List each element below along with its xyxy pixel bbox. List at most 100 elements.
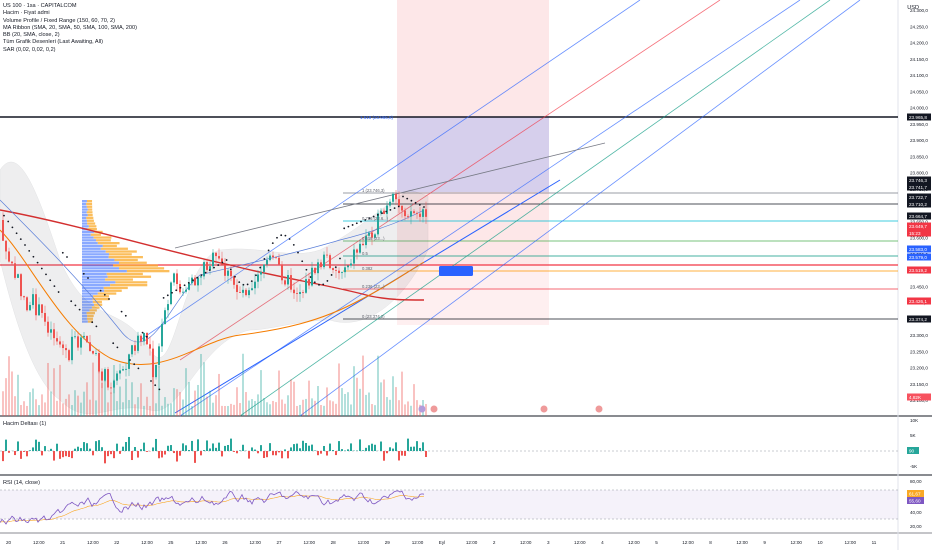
time-tick: 21 (60, 540, 66, 545)
time-tick: 10 (818, 540, 824, 545)
time-axis[interactable]: 20 12:00 21 12:00 22 12:00 25 12:00 26 12:00 27 12:… (6, 540, 877, 545)
fib-label: 0.786 (23.6...) (362, 216, 389, 221)
price-tick: 23.800,0 (910, 171, 928, 176)
time-tick: 12:00 (87, 540, 99, 545)
fib-label: 0.236 (23...) (362, 284, 385, 289)
rsi-tick: 80,00 (910, 479, 922, 484)
price-label-text: 23.722,7 (909, 195, 927, 200)
price-tick: 23.200,0 (910, 366, 928, 371)
time-tick: 12:00 (574, 540, 586, 545)
price-tick: 24.100,0 (910, 73, 928, 78)
time-tick: 12:00 (249, 540, 261, 545)
price-label-box (907, 229, 931, 237)
event-icon[interactable] (418, 405, 426, 413)
price-tick: 23.850,0 (910, 154, 928, 159)
legend-sar[interactable]: SAR (0,02, 0,02, 0,2) (3, 46, 56, 53)
time-tick: 12:00 (141, 540, 153, 545)
bollinger-band[interactable] (0, 161, 429, 414)
price-tick: 24.300,0 (910, 8, 928, 13)
price-label-box (907, 113, 931, 121)
price-label-text: 15:23 (909, 231, 921, 236)
flag-icon[interactable] (595, 405, 603, 413)
price-tick: 23.650,0 (910, 219, 928, 224)
candlesticks[interactable] (2, 190, 427, 394)
rsi-ma-box (907, 497, 924, 504)
ma-blue-line[interactable] (0, 199, 425, 343)
price-label-box (907, 183, 931, 191)
price-tick: 23.450,0 (910, 284, 928, 289)
fib-label: 0 (23.374,2) (362, 314, 385, 319)
time-tick: 26 (222, 540, 228, 545)
price-label-box (907, 200, 931, 208)
price-tick: 23.250,0 (910, 349, 928, 354)
price-label-box (907, 212, 931, 220)
rsi-value-box (907, 490, 924, 497)
time-tick: 12:00 (790, 540, 802, 545)
time-tick: 12:00 (195, 540, 207, 545)
currency-label[interactable]: USD (907, 5, 919, 11)
rsi-tick: 40,00 (910, 510, 922, 515)
ma-orange-line[interactable] (0, 229, 425, 366)
delta-tick: 10K (910, 418, 919, 423)
time-tick: 12:00 (682, 540, 694, 545)
volume-profile[interactable] (82, 200, 170, 323)
time-tick: 5 (655, 540, 658, 545)
volume-delta-bars[interactable] (2, 436, 427, 464)
fib-labels: 1 (23.746,3) 0.786 (23.6...) 0.618 (23...)… (362, 188, 389, 319)
price-tick: 23.300,0 (910, 333, 928, 338)
parabolic-sar (3, 195, 425, 391)
time-tick: 27 (277, 540, 283, 545)
fib-retracement[interactable]: 1.618 (23.965,8) (0, 115, 898, 320)
price-label-text: 23.746,3 (909, 178, 927, 183)
price-label-text: 23.426,1 (909, 299, 927, 304)
time-tick: 3 (547, 540, 550, 545)
stop-zone[interactable] (397, 265, 549, 325)
fib-top-label: 1.618 (23.965,8) (360, 115, 394, 120)
time-tick: 12:00 (628, 540, 640, 545)
legend-patterns[interactable]: Tüm Grafik Desenleri (Last Awaiting, All… (3, 39, 103, 46)
legend-volume[interactable]: Hacim · Fiyat admi (3, 10, 50, 17)
volume-delta-title[interactable]: Hacim Deltası (1) (3, 421, 47, 427)
price-label-box (907, 193, 931, 201)
legend-volume-profile[interactable]: Volume Profile / Fixed Range (150, 60, 7… (3, 17, 115, 24)
flag-icon[interactable] (540, 405, 548, 413)
price-label-box (907, 245, 931, 253)
rsi-line[interactable] (0, 490, 425, 525)
pattern-marker[interactable] (439, 266, 473, 276)
chart-legend[interactable]: US 100 · 1sa · CAPITALCOM Hacim · Fiyat … (3, 3, 137, 54)
fib-label: 0.618 (23...) (362, 236, 385, 241)
rsi-ma-value: 55,60 (909, 499, 921, 504)
fib-label: 0.382 (362, 266, 373, 271)
price-tick: 24.250,0 (910, 24, 928, 29)
time-tick: 25 (168, 540, 174, 545)
price-label-box (907, 266, 931, 274)
rsi-value: 61,67 (909, 492, 921, 497)
price-label-text: 23.741,7 (909, 185, 927, 190)
time-tick: 12:00 (736, 540, 748, 545)
price-tick: 23.900,0 (910, 138, 928, 143)
flag-icon[interactable] (430, 405, 438, 413)
event-icons[interactable] (418, 405, 603, 413)
price-label-text: 23.965,8 (909, 115, 927, 120)
fib-label: 0.5 (362, 251, 368, 256)
price-label-text: 23.710,2 (909, 202, 927, 207)
legend-symbol[interactable]: US 100 · 1sa · CAPITALCOM (3, 3, 77, 9)
ma-red-line[interactable] (0, 209, 425, 301)
price-tick: 23.950,0 (910, 122, 928, 127)
parallel-channel[interactable] (139, 0, 861, 417)
delta-tick: -5K (910, 464, 918, 469)
legend-bb[interactable]: BB (20, SMA, close, 2) (3, 32, 60, 39)
price-tick: 23.600,0 (910, 236, 928, 241)
price-label-box (907, 253, 931, 261)
rsi-title[interactable]: RSI (14, close) (3, 480, 40, 486)
time-tick: 12:00 (412, 540, 424, 545)
price-label-box (907, 315, 931, 323)
legend-ma-ribbon[interactable]: MA Ribbon (SMA, 20, SMA, 50, SMA, 100, S… (3, 24, 137, 31)
time-tick: 11 (872, 540, 877, 545)
target-zone[interactable] (397, 117, 549, 192)
rsi-band (0, 490, 898, 519)
price-tick: 24.050,0 (910, 89, 928, 94)
